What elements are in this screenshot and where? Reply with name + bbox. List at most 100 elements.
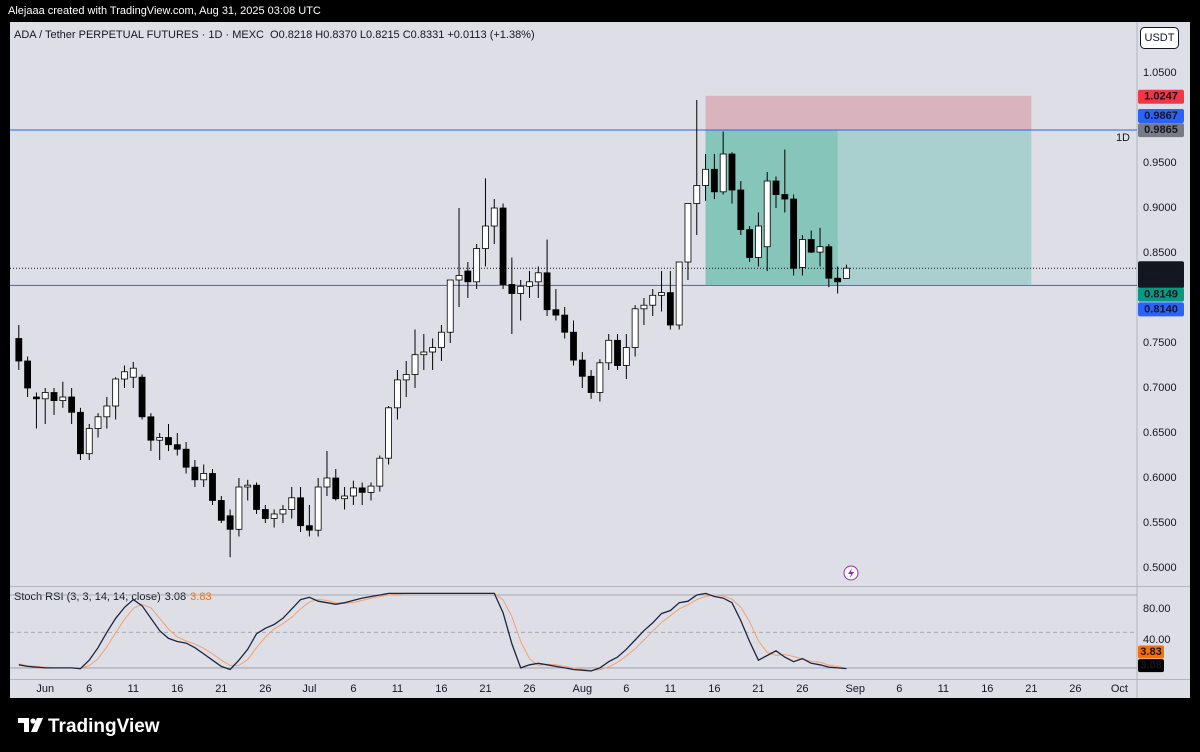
x-tick-label: Aug [573,683,593,695]
stoch-badge-bg [1138,659,1164,673]
candle-body [464,270,472,283]
candle-body [279,509,287,515]
alert-bolt[interactable] [848,568,854,578]
y-tick-label: 0.7500 [1143,337,1177,349]
candle-body [156,437,164,441]
x-tick-label: 26 [796,683,808,695]
stoch-badge: 3.08 [1140,660,1161,672]
candle-body [50,392,58,402]
candle-body [719,153,727,193]
candle-body [270,513,278,519]
candle-body [614,339,621,366]
stoch-line [18,592,847,672]
alert-icon[interactable] [843,565,859,581]
candle-body [658,292,665,296]
x-tick-label: 26 [1069,683,1081,695]
y-tick-label: 0.9000 [1143,202,1177,214]
candle-body [429,347,437,353]
candle-body [209,473,216,501]
brand: TradingView [48,716,160,737]
candle-body [473,248,481,283]
candle-body [675,261,683,326]
candle-body [799,239,806,268]
currency-button[interactable] [1140,27,1179,49]
stoch-title: Stoch RSI (3, 3, 14, 14, close) [14,591,161,603]
candle-body [165,437,172,446]
candle-body [561,314,569,333]
candle-body [253,484,260,510]
candle-body [570,331,577,361]
x-tick-label: 16 [171,683,183,695]
candle-body [666,292,674,326]
candle-body [305,525,313,531]
candle-body [411,354,419,375]
stop-zone [705,95,1032,131]
y-tick-label: 0.8500 [1143,247,1177,259]
candle-body [684,203,692,263]
candle-body [376,457,384,487]
candle-body [297,497,304,527]
brand-logo [18,718,43,732]
legend: ADA / Tether PERPETUAL FUTURES · 1D · ME… [14,29,535,41]
x-tick-label: 6 [896,683,902,695]
candle-body [578,359,586,377]
logo-mark [31,718,43,732]
x-tick-label: 6 [623,683,629,695]
x-tick-label: 11 [665,683,676,695]
candle-body [754,225,762,258]
candle-body [103,405,111,418]
candle-body [649,294,657,306]
candle-body [790,198,798,269]
hline-badge: 0.9867 [1144,110,1178,122]
candle-body [217,500,225,521]
line-label: 1D [1116,132,1130,144]
x-tick-label: 16 [708,683,720,695]
layer [705,95,1032,285]
candle-body [455,275,463,281]
x-tick-label: 11 [938,683,949,695]
header-text: Alejaaa created with TradingView.com, Au… [8,5,321,17]
candle-body [834,277,842,283]
x-tick-label: Sep [845,683,865,695]
candle-body [825,246,833,279]
candle-body [534,272,542,283]
candle-body [446,279,454,333]
symbol: ADA / Tether PERPETUAL FUTURES · 1D · ME… [14,29,264,41]
currency-label[interactable]: USDT [1145,32,1175,44]
countdown: 20:51:38 [1140,275,1183,287]
entry-badge: 0.9865 [1144,124,1178,136]
candle-body [138,376,146,418]
y-tick-label: 0.5000 [1143,562,1177,574]
x-tick-label: Jul [302,683,316,695]
candle-body [147,416,155,441]
candle-body [33,396,40,400]
y-tick-label: 0.6500 [1143,427,1177,439]
x-tick-label: 16 [981,683,993,695]
x-tick-label: 16 [435,683,447,695]
candle-body [807,239,815,253]
candle-body [420,351,428,356]
candle-body [605,339,613,364]
target-badge-bg [1138,287,1184,302]
candle-body [693,185,701,204]
candle-body [24,360,32,389]
candle-body [631,308,639,348]
y-tick-label: 80.00 [1143,603,1171,615]
candle-body [261,509,269,519]
candle-body [358,487,366,493]
target-zone-filled [705,130,838,285]
candle-body [622,347,630,366]
candle-body [772,180,780,195]
candle-body [226,515,234,530]
y-tick-label: 0.9500 [1143,157,1177,169]
x-tick-label: Jun [36,683,54,695]
candle-body [394,379,401,409]
candle-body [341,495,348,500]
y-tick-label: 0.7000 [1143,382,1177,394]
candle-body [763,180,771,248]
candle-body [121,371,128,380]
candle-body [68,396,76,413]
candle-body [41,392,49,400]
candle-body [438,331,445,348]
